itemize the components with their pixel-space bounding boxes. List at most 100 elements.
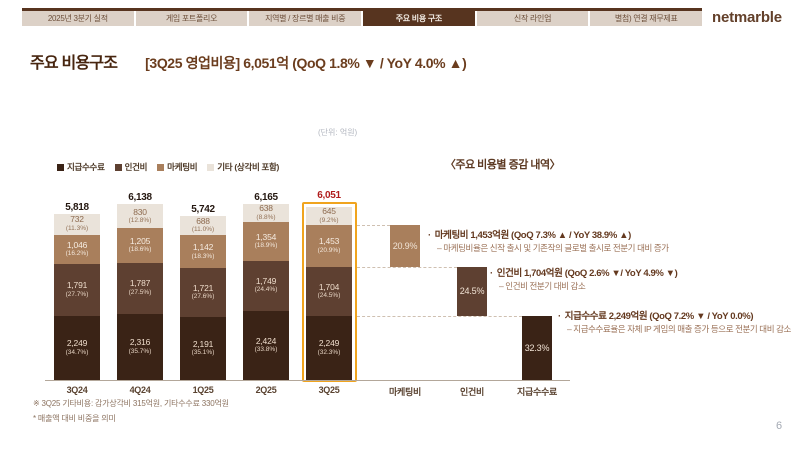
segment-labor-costs-4Q24: 1,787 (27.5%) [117,262,163,314]
segment-value: 2,316 [129,337,151,348]
bullet-labor-title: 인건비 1,704억원 (QoQ 2.6% ▼/ YoY 4.9% ▼) [496,268,678,279]
legend-swatch-icon [114,163,122,171]
comparison-bar-labor-costs: 24.5% [457,266,487,316]
segment-pct: (11.0%) [191,226,215,234]
segment-commission-fees-2Q25: 2,424 (33.8%) [243,310,289,380]
segment-labor-costs-1Q25: 1,721 (27.6%) [180,268,226,318]
segment-pct: (18.6%) [128,246,152,254]
segment-commission-fees-3Q25: 2,249 (32.3%) [306,315,352,380]
total-label-3Q25: 6,051 [317,189,341,201]
bar-3Q24: 732 (11.3%) 1,046 (16.2%) 1,791 (27.7%) 2,249(… [54,213,100,380]
segment-commission-fees-4Q24: 2,316 (35.7%) [117,313,163,380]
segment-value: 2,249 [66,338,88,349]
bar-2Q25: 638 (8.8%) 1,354 (18.9%) 1,749 (24.4%) 2,424 (3… [243,203,289,380]
segment-pct: (35.1%) [191,349,215,357]
footnote-other-costs: ※ 3Q25 기타비용: 감가상각비 315억원, 기타수수료 330억원 [33,399,229,408]
x-label-3Q24: 3Q24 [66,385,88,395]
segment-value: 1,791 [66,280,88,291]
bar-1Q25: 688 (11.0%) 1,142 (18.3%) 1,721 (27.6%) 2,191(… [180,215,226,380]
chart-legend: 지급수수료 인건비 마케팅비 기타 (상각비 포함) [57,161,279,173]
top-accent-line [22,8,702,11]
segment-other-costs-3Q24: 732 (11.3%) [54,213,100,235]
segment-value: 2,191 [192,338,214,349]
bar-4Q24: 830 (12.8%) 1,205 (18.6%) 1,787 (27.5%) 2,316(… [117,204,163,380]
segment-value: 1,704 [318,281,340,292]
bullet-commission: · 지급수수료 2,249억원 (QoQ 7.2% ▼ / YoY 0.0%) –… [558,308,794,335]
tab-cost-structure[interactable]: 주요 비용 구조 [363,11,475,26]
segment-marketing-costs-1Q25: 1,142 (18.3%) [180,235,226,269]
segment-pct: (24.5%) [317,292,341,300]
highlight-box-3Q25 [301,201,357,382]
legend-swatch-icon [57,163,64,171]
total-label-1Q25: 5,742 [191,203,215,215]
page-title: 주요 비용구조 [30,55,118,72]
segment-pct: (32.3%) [317,348,341,356]
leader-line-commission-fees [357,315,522,317]
tab-2025-q3-results[interactable]: 2025년 3분기 실적 [22,11,134,26]
x-label-2Q25: 2Q25 [255,385,277,395]
segment-commission-fees-3Q24: 2,249 (34.7%) [54,315,100,380]
x-label-marketing-costs: 마케팅비 [389,387,421,397]
legend-label: 지급수수료 [67,162,105,172]
segment-other-costs-1Q25: 688 (11.0%) [180,215,226,236]
segment-pct: (12.8%) [128,217,152,225]
bullet-dot: · [558,311,561,322]
segment-pct: (18.9%) [254,242,278,250]
bullet-commission-desc: – 지급수수료율은 자체 IP 게임의 매출 증가 등으로 전분기 대비 감소 [567,324,791,334]
segment-value: 732 [70,214,84,225]
segment-pct: (24.4%) [254,286,278,294]
segment-value: 1,749 [255,275,277,286]
segment-pct: (33.8%) [254,346,278,354]
segment-pct: (27.7%) [65,290,89,298]
bullet-marketing-desc: – 마케팅비율은 신작 출시 및 기존작의 글로벌 출시로 전분기 대비 증가 [437,243,669,253]
total-label-2Q25: 6,165 [254,191,278,203]
legend-item-1: 인건비 [114,161,147,173]
x-axis-line [45,380,570,381]
segment-marketing-costs-4Q24: 1,205 (18.6%) [117,228,163,263]
netmarble-logo: netmarble [712,9,782,26]
comparison-bar-marketing-costs: 20.9% [390,225,420,267]
segment-labor-costs-2Q25: 1,749 (24.4%) [243,260,289,311]
legend-label: 기타 (상각비 포함) [217,162,280,172]
segment-labor-costs-3Q24: 1,791 (27.7%) [54,264,100,316]
bullet-marketing: · 마케팅비 1,453억원 (QoQ 7.3% ▲ / YoY 38.9% ▲)… [428,227,790,254]
segment-other-costs-2Q25: 638 (8.8%) [243,203,289,222]
bullet-commission-title: 지급수수료 2,249억원 (QoQ 7.2% ▼ / YoY 0.0%) [564,311,754,322]
segment-value: 2,424 [255,335,277,346]
segment-pct: (16.2%) [65,250,89,258]
segment-other-costs-3Q25: 645 (9.2%) [306,206,352,226]
legend-swatch-icon [207,163,215,171]
tab-new-lineup[interactable]: 신작 라인업 [476,11,589,26]
segment-value: 1,142 [192,242,214,253]
segment-marketing-costs-3Q25: 1,453 (20.9%) [306,225,352,267]
segment-value: 688 [196,215,210,226]
total-label-3Q24: 5,818 [65,201,89,213]
segment-value: 830 [133,206,147,217]
segment-pct: (18.3%) [191,252,215,260]
x-label-1Q25: 1Q25 [192,385,214,395]
segment-pct: (34.7%) [65,348,89,356]
segment-pct: (35.7%) [128,347,152,355]
segment-value: 2,249 [318,338,340,349]
segment-pct: (11.3%) [65,224,89,232]
segment-value: 638 [259,203,273,214]
legend-item-2: 마케팅비 [157,161,198,173]
bar-3Q25: 645 (9.2%) 1,453 (20.9%) 1,704 (24.5%) 2,249 (3… [306,206,352,380]
segment-marketing-costs-3Q24: 1,046 (16.2%) [54,234,100,265]
segment-pct: (27.5%) [128,288,152,296]
segment-pct: (8.8%) [256,213,276,221]
tab-financial-statements[interactable]: 별첨) 연결 재무제표 [590,11,703,26]
tab-strip: 2025년 3분기 실적 게임 포트폴리오 지역별 / 장르별 매출 비중 주요 비용… [22,11,703,26]
segment-labor-costs-3Q25: 1,704 (24.5%) [306,266,352,316]
legend-item-3: 기타 (상각비 포함) [207,161,279,173]
leader-line-labor-costs [357,266,457,268]
title-detail: [3Q25 영업비용] 6,051억 (QoQ 1.8% ▼ / YoY 4.0… [145,55,467,71]
segment-value: 1,721 [192,282,214,293]
tab-game-portfolio[interactable]: 게임 포트폴리오 [135,11,248,26]
total-label-4Q24: 6,138 [128,192,152,204]
segment-value: 1,354 [255,231,277,242]
tab-regional-genre-revenue[interactable]: 지역별 / 장르별 매출 비중 [249,11,362,26]
segment-marketing-costs-2Q25: 1,354 (18.9%) [243,221,289,261]
segment-other-costs-4Q24: 830 (12.8%) [117,204,163,229]
